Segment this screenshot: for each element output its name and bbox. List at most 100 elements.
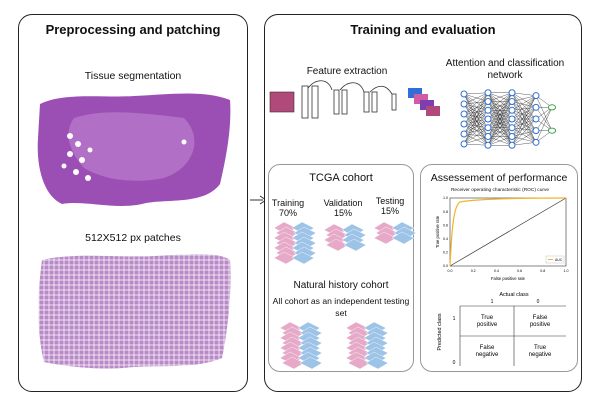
roc-x-tick-label: 0.2	[471, 269, 476, 273]
actual-col-1: 1	[491, 299, 494, 305]
fp-line1: False	[533, 315, 548, 321]
network-node	[532, 103, 540, 111]
assessment-title: Assessement of performance	[430, 172, 568, 184]
network-edge	[511, 101, 537, 108]
network-edge	[463, 93, 489, 120]
network-node	[532, 127, 540, 135]
network-edge	[463, 103, 489, 146]
validation-split-label: Validation	[323, 198, 363, 208]
network-edge	[511, 142, 537, 146]
network-edge	[463, 118, 489, 135]
actual-class-label: Actual class	[499, 292, 529, 298]
network-edge	[511, 107, 537, 146]
network-edge	[487, 92, 513, 102]
network-edge	[463, 93, 489, 111]
network-node	[508, 124, 516, 132]
network-node	[532, 138, 540, 146]
roc-x-tick-label: 0.8	[540, 269, 545, 273]
roc-x-tick-label: 0.6	[517, 269, 522, 273]
network-edge	[535, 107, 553, 131]
network-edge	[487, 92, 513, 111]
network-edge	[463, 103, 489, 120]
tn-line2: negative	[529, 352, 552, 358]
validation-split-pct: 15%	[333, 208, 352, 218]
tcga-title: TCGA cohort	[309, 172, 373, 184]
network-edge	[463, 110, 489, 135]
network-edge	[511, 130, 537, 146]
network-edge	[511, 107, 537, 137]
patches-label: 512X512 px patches	[85, 232, 181, 244]
roc-y-tick-label: 1.0	[443, 196, 448, 200]
network-edge	[463, 110, 489, 115]
network-edge	[511, 95, 537, 120]
network-edge	[511, 107, 537, 111]
network-edge	[463, 101, 489, 105]
network-edge	[487, 92, 513, 128]
attention-label-line2: network	[487, 70, 523, 81]
network-edge	[463, 103, 489, 111]
network-edge	[463, 123, 489, 146]
network-edge	[463, 101, 489, 115]
roc-title: Receiver operating characteristic (ROC) …	[450, 188, 550, 193]
network-edge	[463, 118, 489, 145]
network-edge	[511, 95, 537, 102]
network-node	[484, 133, 492, 140]
predicted-row-0: 0	[453, 360, 456, 366]
network-node	[532, 92, 540, 100]
network-edge	[511, 95, 537, 137]
network-edge	[463, 93, 489, 146]
roc-legend-box	[545, 255, 565, 264]
roc-y-tick-label: 0.4	[443, 237, 448, 241]
output-node	[547, 104, 557, 111]
network-edge	[463, 133, 489, 146]
network-edge	[511, 127, 537, 143]
network-node	[484, 115, 492, 123]
tissue-inner-texture	[68, 112, 195, 181]
network-edge	[535, 107, 553, 143]
training-split-pct: 70%	[278, 208, 297, 218]
network-node	[508, 106, 516, 114]
network-edge	[487, 118, 513, 146]
network-edge	[511, 136, 537, 143]
network-edge	[463, 113, 489, 146]
patch-tile	[391, 231, 415, 245]
tissue-holes	[61, 133, 187, 181]
network-node	[508, 133, 516, 140]
roc-x-tick-label: 0.4	[494, 269, 499, 273]
patch-tile	[291, 251, 315, 265]
roc-y-ticks: 0.0 0.2 0.4 0.6 0.8 1.0	[443, 196, 448, 268]
training-split-label: Training	[271, 198, 305, 208]
network-edge	[511, 118, 537, 128]
network-node	[484, 141, 492, 149]
roc-curve	[449, 197, 567, 267]
network-node	[508, 98, 516, 105]
natural-history-title: Natural history cohort	[293, 280, 389, 291]
network-edge	[487, 92, 513, 146]
network-edge	[511, 92, 537, 108]
predicted-row-1: 1	[453, 316, 456, 322]
network-edge	[463, 127, 489, 135]
network-edge	[463, 101, 489, 145]
network-node	[460, 100, 468, 108]
training-title: Training and evaluation	[350, 22, 496, 37]
confusion-matrix: Actual class 1 0 Predicted class 1 0 Tru…	[437, 292, 566, 366]
network-node	[508, 141, 516, 149]
network-edge	[463, 93, 489, 137]
roc-xlabel: False positive rate	[491, 276, 526, 281]
confusion-grid	[459, 305, 566, 366]
network-edge	[511, 118, 537, 146]
network-edge	[487, 92, 513, 120]
roc-chart: AUC 0.0 0.2 0.4 0.6 0.8 1.0 0.0 0.2 0.4 0.6 0.8 1.…	[435, 196, 569, 281]
roc-y-tick-label: 0.2	[443, 251, 448, 255]
roc-x-ticks: 0.0 0.2 0.4 0.6 0.8 1.0	[448, 269, 569, 273]
network-edge	[463, 113, 489, 137]
network-edge	[511, 95, 537, 146]
network-edge	[511, 118, 537, 137]
network-edge	[487, 101, 513, 146]
network-edge	[463, 110, 489, 125]
network-edge	[463, 92, 489, 105]
natural-history-stack-right	[345, 321, 389, 370]
validation-patch-stack	[323, 223, 367, 252]
network-node	[532, 115, 540, 123]
network-edge	[487, 110, 513, 146]
